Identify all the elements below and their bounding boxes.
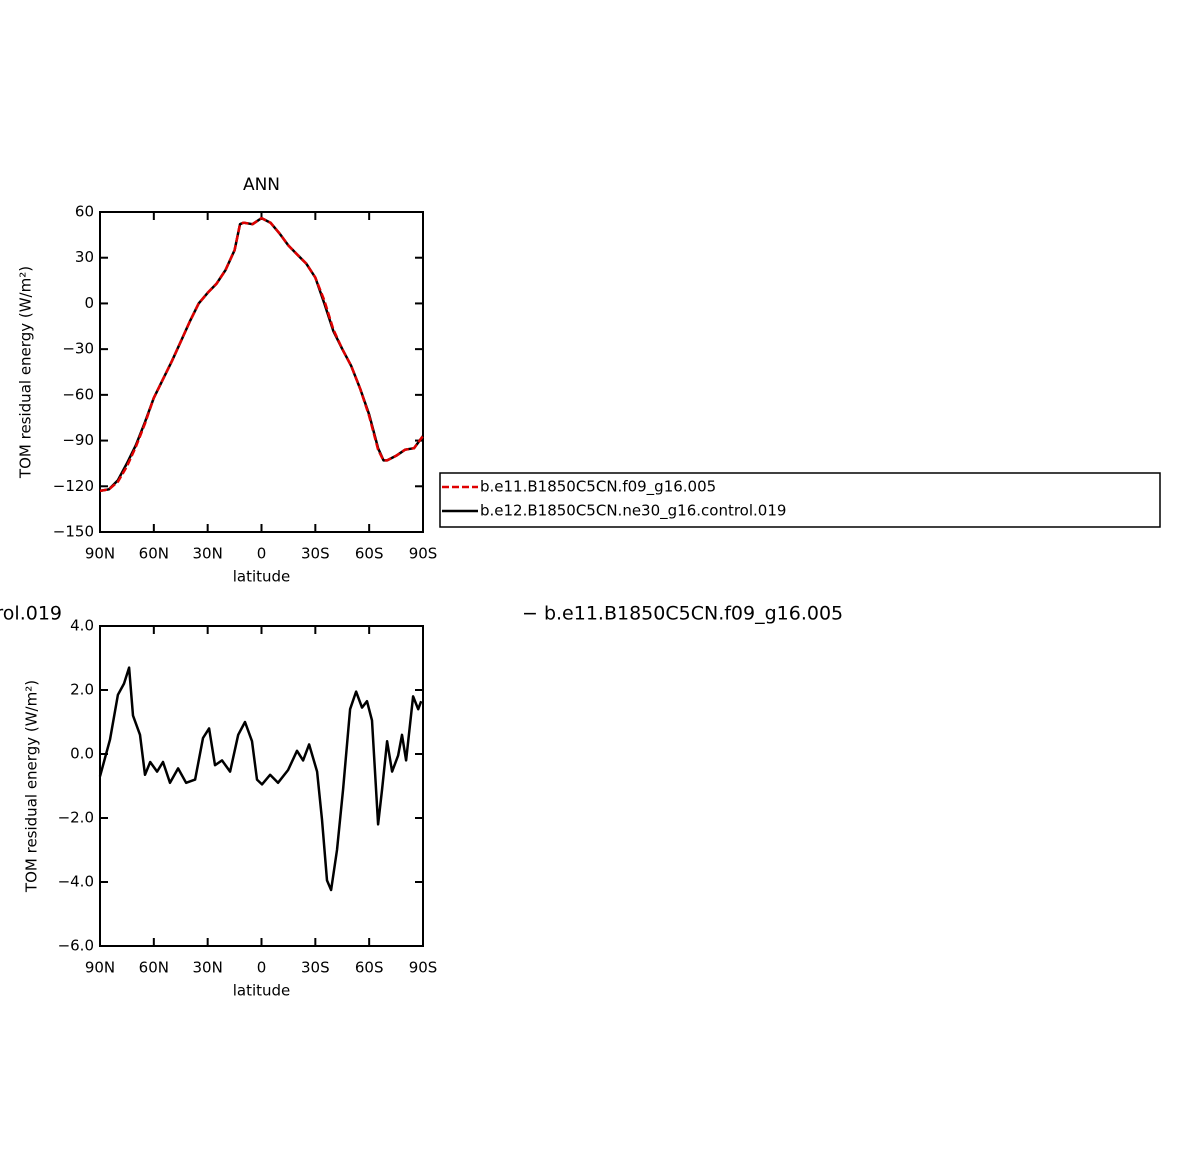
plot-frame	[99, 625, 424, 947]
chart-title: b.e12.B1850C5CN.ne30_g16.control.019	[0, 603, 62, 625]
y-tick-label: 0	[84, 294, 94, 312]
y-axis-label: TOM residual energy (W/m²)	[17, 266, 35, 479]
x-tick-label: 30S	[301, 959, 330, 977]
x-axis-label: latitude	[233, 982, 291, 1000]
x-tick-label: 30N	[193, 959, 223, 977]
x-tick-label: 60S	[355, 545, 384, 563]
chart-title: ANN	[243, 175, 280, 195]
y-axis-label: TOM residual energy (W/m²)	[23, 680, 41, 893]
y-tick-label: −2.0	[58, 809, 94, 827]
x-tick-label: 30S	[301, 545, 330, 563]
plot-frame	[99, 211, 424, 533]
legend-label: b.e12.B1850C5CN.ne30_g16.control.019	[480, 502, 786, 521]
y-tick-label: −6.0	[58, 937, 94, 955]
x-tick-label: 60S	[355, 959, 384, 977]
x-tick-label: 60N	[139, 545, 169, 563]
data-line	[98, 666, 423, 892]
x-tick-label: 0	[257, 959, 267, 977]
x-tick-label: 60N	[139, 959, 169, 977]
y-tick-label: −30	[62, 340, 94, 358]
y-tick-label: −150	[53, 523, 94, 541]
x-axis-label: latitude	[233, 568, 291, 586]
x-tick-label: 90S	[409, 545, 438, 563]
y-tick-label: 4.0	[70, 617, 94, 635]
data-line	[99, 216, 425, 493]
x-tick-label: 90S	[409, 959, 438, 977]
y-tick-label: 30	[75, 248, 94, 266]
y-tick-label: 0.0	[70, 745, 94, 763]
x-tick-label: 90N	[85, 959, 115, 977]
x-tick-label: 0	[257, 545, 267, 563]
data-line	[99, 216, 425, 493]
y-tick-label: −90	[62, 431, 94, 449]
y-tick-label: −120	[53, 477, 94, 495]
x-tick-label: 30N	[193, 545, 223, 563]
x-tick-label: 90N	[85, 545, 115, 563]
y-tick-label: −60	[62, 385, 94, 403]
legend-box	[439, 472, 1161, 528]
y-tick-label: 60	[75, 203, 94, 221]
chart-title: − b.e11.B1850C5CN.f09_g16.005	[522, 603, 843, 625]
y-tick-label: 2.0	[70, 681, 94, 699]
legend-label: b.e11.B1850C5CN.f09_g16.005	[480, 478, 716, 497]
y-tick-label: −4.0	[58, 873, 94, 891]
